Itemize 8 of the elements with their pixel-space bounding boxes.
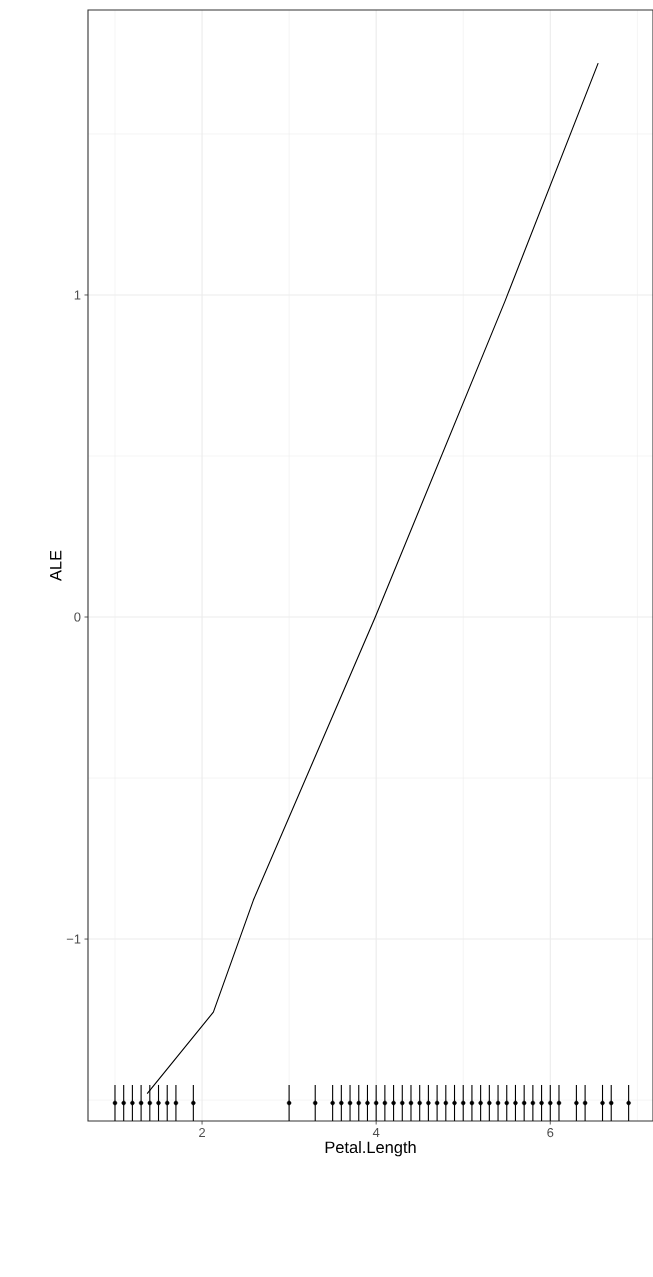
x-tick-label: 2: [199, 1128, 205, 1138]
y-tick-label: 1: [74, 290, 81, 300]
y-axis-title: ALE: [50, 550, 62, 581]
x-axis-title: Petal.Length: [325, 1141, 416, 1157]
x-tick-label: 4: [372, 1128, 380, 1137]
y-tick-label: 0: [74, 612, 81, 622]
y-tick-label: −1: [66, 934, 81, 944]
x-tick-label: 6: [547, 1128, 554, 1138]
